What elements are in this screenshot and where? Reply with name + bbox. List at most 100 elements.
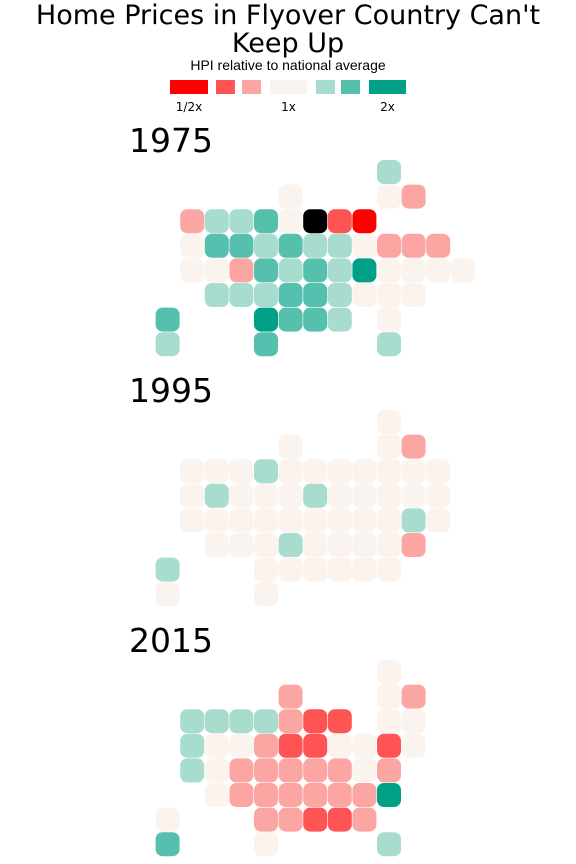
state-tile: [377, 434, 401, 459]
state-tile: [327, 233, 352, 258]
state-tile: [377, 307, 401, 332]
state-tile: [327, 533, 352, 557]
state-tile: [377, 709, 401, 734]
legend-label: 2x: [380, 100, 395, 114]
state-tile: [303, 283, 328, 307]
state-tile: [327, 283, 352, 307]
state-tile: [377, 233, 401, 258]
state-tile: [352, 758, 377, 783]
state-tile: [278, 483, 303, 508]
state-tile: [229, 209, 254, 234]
state-tile: [426, 459, 451, 484]
state-tile: [229, 508, 254, 533]
state-tile: [278, 533, 303, 557]
state-tile: [229, 283, 254, 307]
state-tile: [352, 459, 377, 484]
state-tile: [377, 533, 401, 557]
state-tile: [204, 508, 229, 533]
state-tile: [327, 459, 352, 484]
state-tile: [352, 283, 377, 307]
state-tile: [426, 258, 451, 283]
state-tile: [377, 283, 401, 307]
state-tile: [180, 758, 205, 783]
state-tile: [352, 807, 377, 832]
state-tile: [377, 160, 401, 184]
legend-swatch: [170, 80, 208, 94]
state-tile: [278, 508, 303, 533]
state-tile: [180, 709, 205, 734]
state-tile: [327, 483, 352, 508]
state-tile: [254, 483, 278, 508]
state-tile: [204, 758, 229, 783]
state-tile: [377, 758, 401, 783]
state-tile: [254, 733, 278, 758]
state-tile: [401, 258, 426, 283]
state-tile: [426, 483, 451, 508]
state-tile: [254, 709, 278, 734]
state-tile: [377, 783, 401, 807]
state-tile: [303, 533, 328, 557]
state-tile: [303, 557, 328, 582]
state-tile: [180, 209, 205, 234]
state-tile: [377, 258, 401, 283]
state-tile: [204, 459, 229, 484]
state-tile: [229, 758, 254, 783]
state-tile: [204, 533, 229, 557]
state-tile: [180, 233, 205, 258]
state-tile: [377, 184, 401, 209]
state-tile: [204, 733, 229, 758]
state-tile: [327, 733, 352, 758]
chart-subtitle: HPI relative to national average: [190, 57, 386, 73]
state-tile: [204, 233, 229, 258]
state-tile: [352, 783, 377, 807]
state-tile: [278, 283, 303, 307]
state-tile: [254, 557, 278, 582]
legend-label: 1/2x: [176, 100, 202, 114]
legend-swatch: [369, 80, 406, 94]
state-tile: [303, 258, 328, 283]
state-tile: [278, 184, 303, 209]
panel-year-label: 2015: [129, 621, 213, 660]
state-tile: [377, 557, 401, 582]
state-tile: [254, 508, 278, 533]
state-tile: [278, 307, 303, 332]
state-tile: [401, 233, 426, 258]
state-tile: [254, 783, 278, 807]
state-tile: [352, 533, 377, 557]
state-tile: [426, 508, 451, 533]
state-tile: [278, 733, 303, 758]
state-tile: [254, 332, 278, 357]
state-tile: [377, 832, 401, 857]
state-tile: [254, 807, 278, 832]
state-tile: [155, 307, 180, 332]
state-tile: [327, 807, 352, 832]
state-tile: [180, 508, 205, 533]
state-tile: [401, 733, 426, 758]
state-tile: [352, 733, 377, 758]
state-tile: [278, 557, 303, 582]
state-tile: [401, 533, 426, 557]
state-tile: [229, 733, 254, 758]
state-tile: [327, 508, 352, 533]
state-tile: [278, 758, 303, 783]
state-tile: [180, 483, 205, 508]
state-tile: [254, 832, 278, 857]
state-tile: [229, 459, 254, 484]
state-tile: [204, 209, 229, 234]
state-tile: [303, 307, 328, 332]
state-tile: [204, 283, 229, 307]
state-tile: [401, 508, 426, 533]
state-tile: [303, 508, 328, 533]
legend: 1/2x 1x 2x: [170, 80, 406, 114]
state-tile: [426, 233, 451, 258]
state-tile: [401, 283, 426, 307]
state-tile: [327, 307, 352, 332]
state-tile: [278, 783, 303, 807]
state-tile: [401, 184, 426, 209]
state-tile: [278, 459, 303, 484]
state-tile: [377, 410, 401, 434]
panel-1995: 1995: [129, 371, 451, 607]
state-tile: [377, 684, 401, 709]
state-tile: [278, 434, 303, 459]
state-tile: [401, 483, 426, 508]
